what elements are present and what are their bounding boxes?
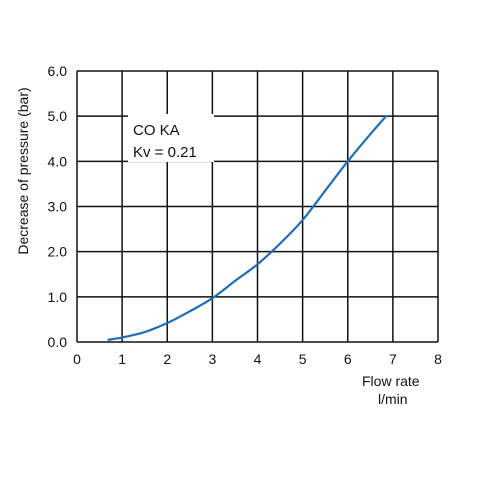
x-tick-label: 4 [254,351,262,367]
x-tick-label: 1 [118,351,126,367]
grid [76,70,439,343]
y-tick-label: 6.0 [48,63,68,79]
series-line [107,115,388,341]
x-tick-label: 7 [389,351,397,367]
x-axis-label-line-1: Flow rate [362,373,420,389]
series-layer [107,115,388,341]
tick-labels: 0 1 2 3 4 5 6 7 8 0.0 1.0 2.0 3.0 4.0 5.0 6.0 [48,63,443,367]
annotation-background [128,114,214,162]
annotation-line-1: CO KA [133,122,180,139]
x-tick-label: 8 [434,351,442,367]
y-tick-label: 4.0 [48,153,68,169]
y-tick-label: 5.0 [48,108,68,124]
annotation-line-2: Kv = 0.21 [133,144,197,161]
y-axis-label: Decrease of pressure (bar) [15,87,31,254]
y-tick-label: 3.0 [48,199,68,215]
x-tick-label: 0 [73,351,81,367]
x-tick-label: 3 [208,351,216,367]
y-tick-label: 2.0 [48,244,68,260]
y-tick-label: 0.0 [48,334,68,350]
x-tick-label: 6 [344,351,352,367]
x-tick-label: 5 [299,351,307,367]
x-axis-label-line-2: l/min [378,391,408,407]
y-tick-label: 1.0 [48,289,68,305]
x-tick-label: 2 [163,351,171,367]
